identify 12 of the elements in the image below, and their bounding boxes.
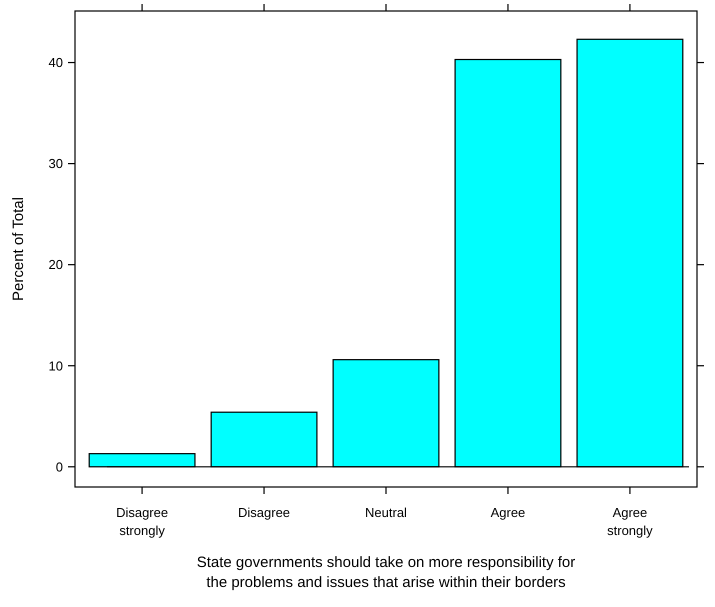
x-tick-label: Neutral <box>365 505 408 520</box>
y-tick-label: 40 <box>48 55 63 70</box>
x-axis-title: State governments should take on more responsibility for the problems and issues that arise within their borders <box>196 554 576 591</box>
x-tick-label: Disagree <box>238 505 290 520</box>
y-tick-label: 10 <box>48 358 63 374</box>
y-tick-label: 20 <box>48 257 63 272</box>
y-tick-label: 30 <box>48 156 63 172</box>
x-tick-label: Disagree strongly <box>116 505 168 538</box>
y-tick-label: 0 <box>56 459 63 474</box>
x-tick-label: Agree <box>490 505 526 520</box>
y-axis-title: Percent of Total <box>10 197 27 301</box>
x-tick-label: Agree strongly <box>607 505 654 538</box>
